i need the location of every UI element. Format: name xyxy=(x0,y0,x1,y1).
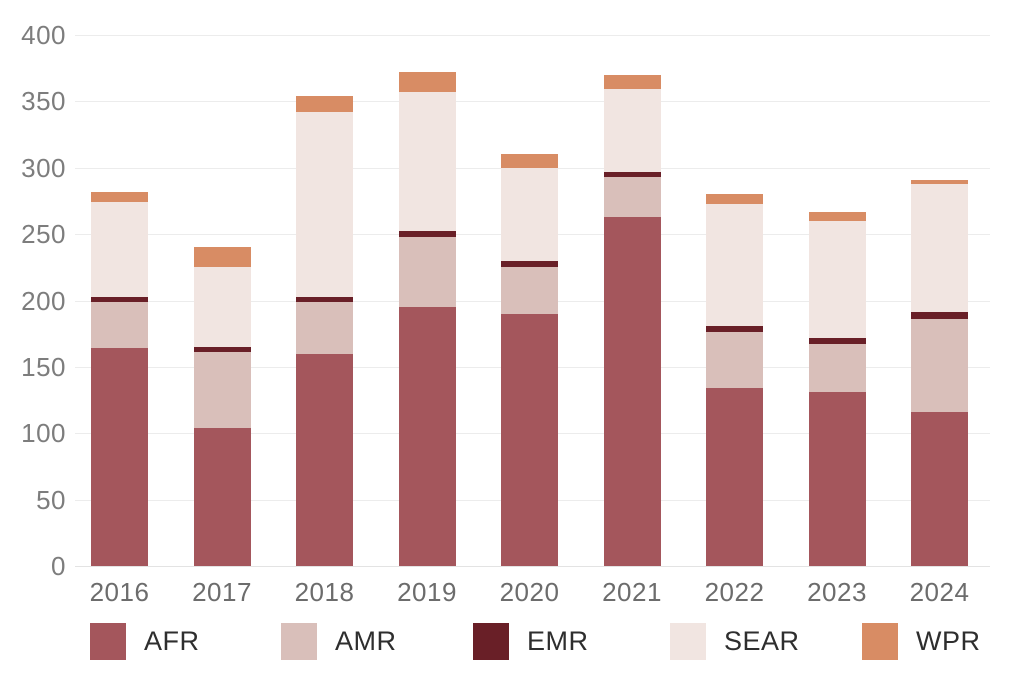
legend-swatch-wpr xyxy=(862,623,898,660)
bar-2019-segment-sear xyxy=(398,92,456,232)
bar-2024-segment-wpr xyxy=(911,179,968,184)
bar-2017-segment-afr xyxy=(193,427,251,566)
legend-label-afr: AFR xyxy=(144,625,200,656)
y-axis-tick-label-150: 150 xyxy=(21,351,66,382)
x-axis-tick-label-2019: 2019 xyxy=(397,577,457,607)
legend-label-sear: SEAR xyxy=(724,625,800,656)
bar-2016-segment-afr xyxy=(91,348,148,566)
bar-2022-segment-afr xyxy=(706,388,763,566)
bar-2016-segment-amr xyxy=(91,301,148,349)
x-axis-tick-label-2017: 2017 xyxy=(192,577,252,607)
y-axis-tick-label-350: 350 xyxy=(21,86,66,117)
bar-2022-segment-amr xyxy=(706,332,763,389)
x-axis-tick-label-2021: 2021 xyxy=(602,577,662,607)
bar-2022-segment-emr xyxy=(706,325,763,333)
bar-2024-segment-emr xyxy=(911,312,968,320)
y-axis-tick-label-300: 300 xyxy=(21,152,66,183)
bar-2018-segment-wpr xyxy=(296,96,353,112)
y-axis-tick-label-200: 200 xyxy=(21,285,66,316)
bar-2020-segment-afr xyxy=(501,313,558,566)
bar-2023-segment-amr xyxy=(808,344,866,393)
legend-swatch-amr xyxy=(281,623,317,660)
bar-2019-segment-emr xyxy=(398,231,456,237)
legend-swatch-emr xyxy=(473,623,509,660)
legend-label-wpr: WPR xyxy=(916,625,981,656)
y-axis-tick-label-100: 100 xyxy=(21,418,66,449)
bar-2018-segment-amr xyxy=(296,301,353,354)
bar-2017-segment-sear xyxy=(193,267,251,347)
bar-2020-segment-emr xyxy=(501,260,558,268)
bar-2020-segment-amr xyxy=(501,267,558,314)
bar-2024-segment-amr xyxy=(911,319,968,412)
gridline-y-0 xyxy=(75,566,990,567)
bar-2022-segment-sear xyxy=(706,203,763,326)
bar-2023-segment-emr xyxy=(808,337,866,345)
bar-2021-segment-afr xyxy=(603,216,661,566)
x-axis-tick-label-2020: 2020 xyxy=(499,577,560,607)
bar-2019-segment-amr xyxy=(398,236,456,308)
bar-2018-segment-emr xyxy=(296,296,353,302)
legend-item-afr: AFR xyxy=(90,623,270,660)
x-axis-tick-label-2024: 2024 xyxy=(909,577,970,607)
bar-2018-segment-sear xyxy=(296,111,353,297)
x-axis-tick-label-2022: 2022 xyxy=(704,577,765,607)
bar-2023-segment-wpr xyxy=(808,211,866,221)
legend-swatch-afr xyxy=(90,623,126,660)
bar-2017-segment-wpr xyxy=(193,247,251,268)
bar-2023-segment-afr xyxy=(808,392,866,566)
legend-item-wpr: WPR xyxy=(862,623,1024,660)
bar-2021-segment-sear xyxy=(603,89,661,172)
y-axis-tick-label-0: 0 xyxy=(51,551,66,581)
bar-2016-segment-emr xyxy=(91,296,148,302)
bar-2023-segment-sear xyxy=(808,220,866,338)
bar-2024-segment-sear xyxy=(911,183,968,313)
legend-label-amr: AMR xyxy=(335,625,397,656)
x-axis-tick-label-2016: 2016 xyxy=(89,577,150,607)
bar-2016-segment-wpr xyxy=(91,191,148,203)
gridline-y-350 xyxy=(75,101,990,103)
legend-swatch-sear xyxy=(670,623,706,660)
y-axis-tick-label-250: 250 xyxy=(21,219,66,250)
legend-item-sear: SEAR xyxy=(670,623,850,660)
legend-item-amr: AMR xyxy=(281,623,461,660)
bar-2017-segment-emr xyxy=(193,346,251,353)
legend-item-emr: EMR xyxy=(473,623,653,660)
bar-2021-segment-emr xyxy=(603,171,661,178)
bar-2019-segment-wpr xyxy=(398,72,456,93)
x-axis-tick-label-2018: 2018 xyxy=(294,577,355,607)
bar-2016-segment-sear xyxy=(91,202,148,297)
bar-2024-segment-afr xyxy=(911,412,968,566)
bar-2021-segment-amr xyxy=(603,177,661,217)
x-axis-tick-label-2023: 2023 xyxy=(807,577,867,607)
bar-2022-segment-wpr xyxy=(706,194,763,204)
y-axis-tick-label-50: 50 xyxy=(36,484,66,515)
bar-2019-segment-afr xyxy=(398,307,456,566)
bar-2018-segment-afr xyxy=(296,353,353,566)
bar-2021-segment-wpr xyxy=(603,74,661,90)
bar-2020-segment-sear xyxy=(501,167,558,261)
legend-label-emr: EMR xyxy=(527,625,589,656)
bar-2020-segment-wpr xyxy=(501,154,558,168)
gridline-y-400 xyxy=(75,35,990,36)
y-axis-tick-label-400: 400 xyxy=(21,20,66,50)
bar-2017-segment-amr xyxy=(193,352,251,428)
